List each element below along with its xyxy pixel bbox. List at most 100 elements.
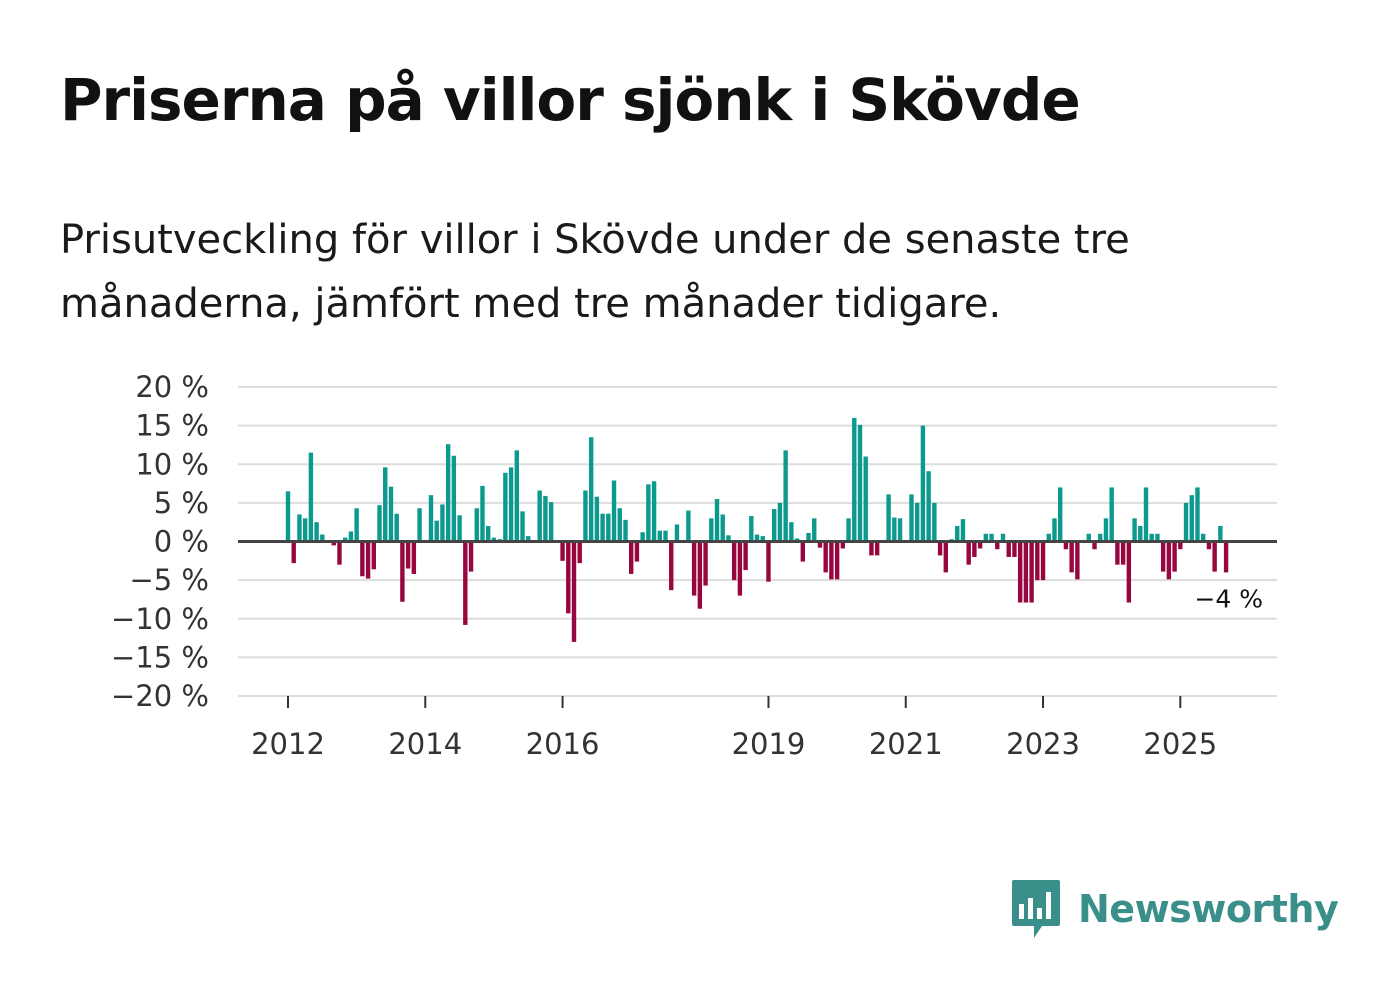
bar [817, 541, 823, 548]
bar [1183, 502, 1189, 542]
bar [600, 513, 605, 542]
bar [468, 541, 474, 572]
bar [726, 535, 731, 542]
bar [1172, 541, 1177, 572]
bar [972, 541, 977, 557]
bar [291, 541, 296, 564]
bar [577, 541, 582, 564]
bar [720, 514, 725, 542]
bar [457, 515, 462, 542]
bar [354, 508, 359, 542]
bar [743, 541, 748, 571]
bar [514, 450, 519, 542]
chart-subtitle: Prisutveckling för villor i Skövde under… [60, 217, 1130, 327]
bar [1126, 541, 1132, 603]
bar [966, 541, 971, 565]
bar [1115, 541, 1120, 565]
bar [983, 533, 989, 542]
bar [852, 417, 857, 542]
bar [1046, 533, 1051, 542]
bar [297, 514, 302, 542]
bar [640, 532, 645, 542]
bar [400, 541, 405, 602]
bar [869, 541, 874, 556]
x-tick-label: 2023 [1006, 727, 1080, 761]
bar [846, 518, 851, 542]
bars [285, 417, 1229, 642]
page-title: Priserna på villor sjönk i Skövde [60, 66, 1081, 134]
bar [508, 467, 514, 542]
bar [783, 450, 788, 542]
bar [1052, 518, 1057, 542]
x-tick-label: 2014 [388, 727, 462, 761]
bar [651, 481, 657, 542]
bar-chart: 20 % 15 % 10 % 5 % 0 % −5 % −10 % −15 % −20 % 20… [111, 370, 1277, 761]
bar [874, 541, 880, 556]
y-axis-tick-labels: 20 % 15 % 10 % 5 % 0 % −5 % −10 % −15 % −20 % [111, 370, 209, 713]
bar [1103, 518, 1109, 542]
bar [1086, 533, 1091, 542]
bar [1218, 526, 1223, 542]
bar [383, 467, 388, 542]
bar [1023, 541, 1029, 603]
bar [834, 541, 840, 580]
bar [445, 444, 451, 542]
bar [463, 541, 468, 625]
bar [943, 541, 948, 573]
bar [314, 522, 319, 542]
bar [583, 490, 588, 542]
bar [789, 522, 794, 542]
bar [840, 541, 846, 549]
bar [308, 452, 314, 542]
bar [1017, 541, 1023, 603]
bar [932, 502, 937, 542]
bar [709, 518, 714, 542]
y-tick-label: −5 % [129, 563, 209, 597]
bar [1012, 541, 1017, 557]
bar [1029, 541, 1034, 603]
bar [623, 519, 628, 542]
bar [1201, 533, 1206, 542]
bar [1155, 533, 1160, 542]
bar [560, 541, 565, 561]
bar [686, 510, 691, 542]
bar [915, 502, 920, 542]
bar [634, 541, 640, 562]
bar [611, 480, 617, 542]
y-tick-label: 10 % [135, 447, 209, 481]
bar [417, 508, 422, 542]
bar [1160, 541, 1166, 572]
bar [548, 502, 554, 542]
bar [800, 541, 805, 562]
bar [451, 455, 457, 542]
bar [989, 533, 994, 542]
bar [754, 534, 760, 542]
bar [491, 537, 497, 542]
bar [995, 541, 1000, 550]
bar [937, 541, 943, 556]
brand-name: Newsworthy [1078, 887, 1339, 931]
bar [777, 502, 783, 542]
x-tick-label: 2021 [869, 727, 943, 761]
bar [1189, 495, 1194, 542]
bar [812, 518, 817, 542]
bar [388, 486, 394, 542]
bar [1149, 533, 1154, 542]
bar [1035, 541, 1040, 581]
bar [1092, 541, 1097, 550]
bar [886, 494, 891, 542]
bar [955, 526, 960, 542]
bar [920, 425, 926, 542]
bar [1058, 487, 1063, 542]
bar [526, 536, 531, 542]
bar [1120, 541, 1126, 565]
bar [703, 541, 708, 586]
bar [697, 541, 703, 609]
y-tick-label: 0 % [154, 525, 209, 559]
bar [863, 456, 868, 542]
x-tick-label: 2016 [526, 727, 600, 761]
bar [360, 541, 365, 577]
y-tick-label: 5 % [154, 486, 209, 520]
y-tick-label: −15 % [111, 640, 209, 674]
bar [909, 494, 914, 542]
